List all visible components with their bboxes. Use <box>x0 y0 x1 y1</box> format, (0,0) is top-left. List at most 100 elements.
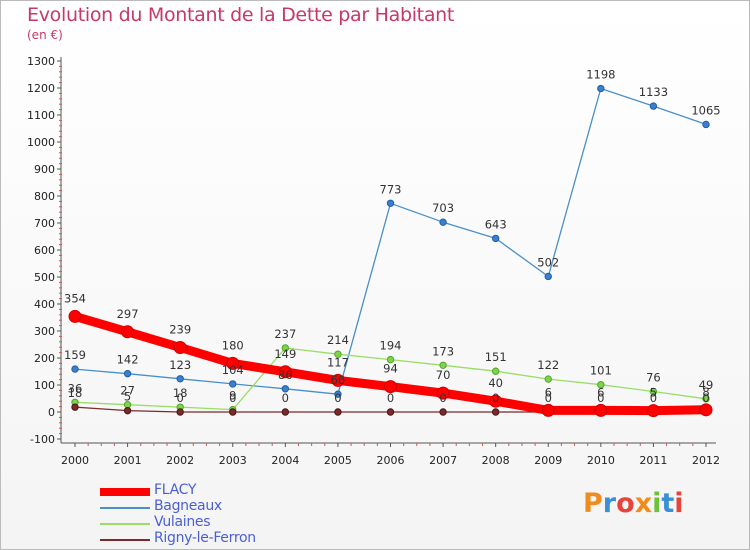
data-label-vulaines: 9 <box>229 389 236 403</box>
x-tick-label: 2005 <box>324 454 352 467</box>
data-label-rigny-le-ferron: 0 <box>282 391 289 405</box>
data-label-vulaines: 49 <box>699 378 714 392</box>
data-label-flacy: 6 <box>545 385 552 399</box>
data-point-bagneaux <box>649 102 658 110</box>
data-point-vulaines <box>544 375 552 383</box>
data-label-vulaines: 36 <box>68 381 83 395</box>
data-label-rigny-le-ferron: 0 <box>545 391 552 405</box>
x-tick-label: 2004 <box>271 454 299 467</box>
legend-swatch-vulaines <box>100 523 150 525</box>
legend-item-vulaines[interactable]: Vulaines <box>100 514 400 532</box>
data-label-rigny-le-ferron: 0 <box>439 391 446 405</box>
data-label-bagneaux: 142 <box>117 353 139 367</box>
data-label-bagneaux: 123 <box>169 358 191 372</box>
data-label-flacy: 354 <box>64 291 86 305</box>
x-tick-label: 2012 <box>692 454 720 467</box>
y-tick-label: 400 <box>34 298 55 311</box>
data-point-flacy <box>541 403 555 417</box>
proxiti-logo: Proxiti <box>583 488 684 519</box>
data-point-flacy <box>173 340 187 354</box>
data-point-flacy <box>594 403 608 417</box>
logo-letter: P <box>583 488 603 519</box>
data-point-vulaines <box>281 344 290 352</box>
data-label-bagneaux: 104 <box>222 363 244 377</box>
x-tick-label: 2003 <box>219 454 247 467</box>
data-label-flacy: 239 <box>169 322 191 336</box>
chart-title: Evolution du Montant de la Dette par Hab… <box>27 4 455 26</box>
data-point-bagneaux <box>281 385 290 393</box>
data-label-vulaines: 122 <box>537 358 559 372</box>
data-point-rigny-le-ferron <box>491 408 500 416</box>
y-tick-label: 800 <box>34 190 55 203</box>
logo-letter: o <box>616 488 635 519</box>
x-tick-label: 2006 <box>377 454 405 467</box>
data-label-rigny-le-ferron: 0 <box>492 391 499 405</box>
data-point-rigny-le-ferron <box>123 406 132 415</box>
data-label-flacy: 70 <box>436 368 451 382</box>
legend-item-flacy[interactable]: FLACY <box>100 482 400 500</box>
data-point-bagneaux <box>71 365 79 373</box>
y-tick-label: 0 <box>48 406 55 419</box>
data-label-flacy: 149 <box>274 347 296 361</box>
data-point-flacy <box>436 386 450 400</box>
x-tick-label: 2009 <box>534 454 562 467</box>
data-point-vulaines <box>439 361 447 369</box>
y-tick-label: 600 <box>34 244 55 257</box>
data-label-flacy: 8 <box>702 385 709 399</box>
legend-label-flacy: FLACY <box>154 482 197 498</box>
legend-item-bagneaux[interactable]: Bagneaux <box>100 498 400 516</box>
data-label-rigny-le-ferron: 0 <box>650 391 657 405</box>
legend-swatch-bagneaux <box>100 507 150 509</box>
data-point-vulaines <box>386 355 395 364</box>
logo-letter: t <box>661 488 675 519</box>
y-tick-label: 200 <box>34 352 55 365</box>
data-label-vulaines: 101 <box>590 364 612 378</box>
data-point-flacy <box>278 365 292 379</box>
legend-label-vulaines: Vulaines <box>154 514 211 530</box>
x-tick-label: 2011 <box>639 454 667 467</box>
y-tick-label: 1000 <box>27 136 55 149</box>
data-point-bagneaux <box>597 84 605 93</box>
data-point-vulaines <box>334 350 342 358</box>
data-point-vulaines <box>649 387 658 396</box>
data-point-bagneaux <box>439 218 447 226</box>
data-label-bagneaux: 773 <box>380 182 402 196</box>
data-point-rigny-le-ferron <box>439 408 447 416</box>
data-point-vulaines <box>597 381 605 389</box>
data-point-bagneaux <box>229 380 237 388</box>
data-label-bagneaux: 1133 <box>639 85 668 99</box>
data-point-flacy <box>68 309 82 323</box>
logo-letter: i <box>674 488 684 519</box>
data-point-flacy <box>646 404 660 418</box>
data-label-bagneaux: 159 <box>64 348 86 362</box>
data-label-rigny-le-ferron: 0 <box>702 391 709 405</box>
logo-letter: i <box>652 488 662 519</box>
data-point-vulaines <box>491 367 500 375</box>
y-tick-label: 300 <box>34 325 55 338</box>
data-label-vulaines: 151 <box>485 350 507 364</box>
x-tick-label: 2000 <box>61 454 89 467</box>
data-label-rigny-le-ferron: 0 <box>387 391 394 405</box>
data-label-bagneaux: 1065 <box>691 103 720 117</box>
data-label-flacy: 40 <box>488 376 503 390</box>
data-label-vulaines: 173 <box>432 344 454 358</box>
data-point-bagneaux <box>334 390 342 398</box>
data-label-bagneaux: 502 <box>537 255 559 269</box>
data-label-vulaines: 18 <box>173 386 188 400</box>
data-point-flacy <box>226 356 240 370</box>
data-label-rigny-le-ferron: 0 <box>177 391 184 405</box>
data-label-bagneaux: 703 <box>432 201 454 215</box>
data-label-vulaines: 237 <box>274 327 296 341</box>
y-tick-label: 100 <box>34 379 55 392</box>
data-point-rigny-le-ferron <box>386 408 395 416</box>
legend-item-rigny-le-ferron[interactable]: Rigny-le-Ferron <box>100 530 400 548</box>
data-point-vulaines <box>702 395 710 403</box>
data-label-flacy: 117 <box>327 355 349 369</box>
y-tick-label: 500 <box>34 271 55 284</box>
data-point-flacy <box>121 325 135 339</box>
data-point-rigny-le-ferron <box>334 408 342 416</box>
data-point-flacy <box>699 403 713 417</box>
data-point-rigny-le-ferron <box>176 408 184 416</box>
